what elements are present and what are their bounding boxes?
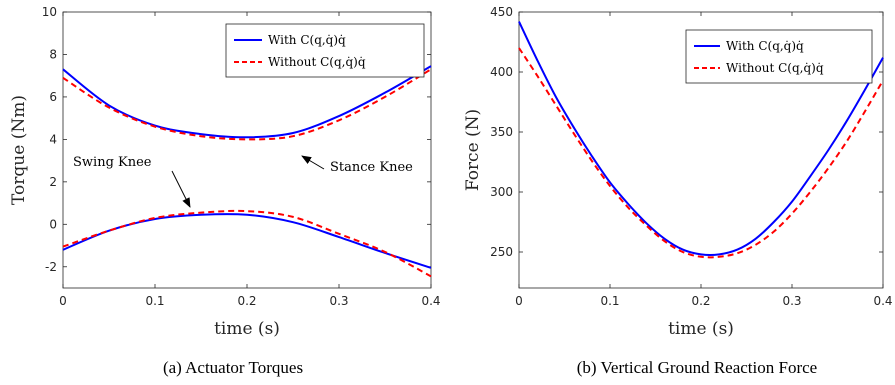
legend-label-with: With C(q,q̇)q̇ bbox=[268, 33, 346, 47]
y-tick-label: 6 bbox=[49, 90, 57, 104]
y-tick-label: 300 bbox=[490, 185, 513, 199]
y-tick-label: 0 bbox=[49, 217, 57, 231]
x-tick-label: 0.3 bbox=[329, 294, 348, 308]
legend-box bbox=[225, 23, 425, 78]
force-series bbox=[518, 21, 884, 259]
torque-series-3-without-line bbox=[62, 209, 432, 278]
legend-label-with: With C(q,q̇)q̇ bbox=[726, 39, 804, 53]
annotation-stance-knee-arrow bbox=[301, 155, 325, 170]
x-axis-label: time (s) bbox=[668, 319, 734, 339]
x-axis-label: time (s) bbox=[214, 319, 280, 339]
y-tick-label: 350 bbox=[490, 125, 513, 139]
y-tick-label: 10 bbox=[42, 5, 57, 19]
x-tick-label: 0.2 bbox=[691, 294, 710, 308]
x-tick-label: 0.4 bbox=[873, 294, 892, 308]
force-series-1-without-line bbox=[518, 47, 884, 259]
y-tick-label: -2 bbox=[45, 260, 57, 274]
caption-b: (b) Vertical Ground Reaction Force bbox=[577, 358, 817, 377]
force-chart: 0 0.1 0.2 0.3 0.4 250 300 350 400 450 time (s) Fo… bbox=[463, 5, 893, 339]
x-tick-label: 0.1 bbox=[600, 294, 619, 308]
annotation-swing-knee-label: Swing Knee bbox=[73, 155, 152, 170]
legend-label-without: Without C(q,q̇)q̇ bbox=[268, 55, 366, 69]
x-tick-label: 0.1 bbox=[145, 294, 164, 308]
force-axes: 0 0.1 0.2 0.3 0.4 250 300 350 400 450 bbox=[490, 5, 892, 308]
y-tick-label: 450 bbox=[490, 5, 513, 19]
legend: With C(q,q̇)q̇ Without C(q,q̇)q̇ bbox=[225, 23, 425, 78]
x-tick-label: 0.3 bbox=[782, 294, 801, 308]
y-axis-label: Force (N) bbox=[463, 109, 483, 191]
caption-a: (a) Actuator Torques bbox=[163, 358, 303, 377]
y-tick-label: 4 bbox=[49, 132, 57, 146]
legend: With C(q,q̇)q̇ Without C(q,q̇)q̇ bbox=[685, 29, 873, 84]
force-series-0-with-line bbox=[518, 21, 884, 256]
legend-label-without: Without C(q,q̇)q̇ bbox=[726, 61, 824, 75]
y-tick-label: 250 bbox=[490, 245, 513, 259]
torque-series bbox=[62, 65, 432, 278]
annotation-swing-knee-arrow bbox=[171, 170, 191, 208]
torque-chart: 0 0.1 0.2 0.3 0.4 -2 0 2 4 6 8 10 time (s) Torque (… bbox=[9, 5, 441, 339]
annotation-stance-knee: Stance Knee bbox=[301, 155, 413, 175]
x-tick-label: 0.2 bbox=[237, 294, 256, 308]
x-tick-label: 0.4 bbox=[421, 294, 440, 308]
torque-series-0-with-line bbox=[62, 65, 432, 139]
x-tick-label: 0 bbox=[515, 294, 523, 308]
x-tick-label: 0 bbox=[59, 294, 67, 308]
y-tick-label: 400 bbox=[490, 65, 513, 79]
y-tick-label: 8 bbox=[49, 47, 57, 61]
annotation-stance-knee-label: Stance Knee bbox=[330, 160, 413, 175]
legend-box bbox=[685, 29, 873, 84]
y-tick-label: 2 bbox=[49, 175, 57, 189]
y-axis-label: Torque (Nm) bbox=[9, 95, 29, 205]
annotation-swing-knee: Swing Knee bbox=[73, 155, 191, 208]
